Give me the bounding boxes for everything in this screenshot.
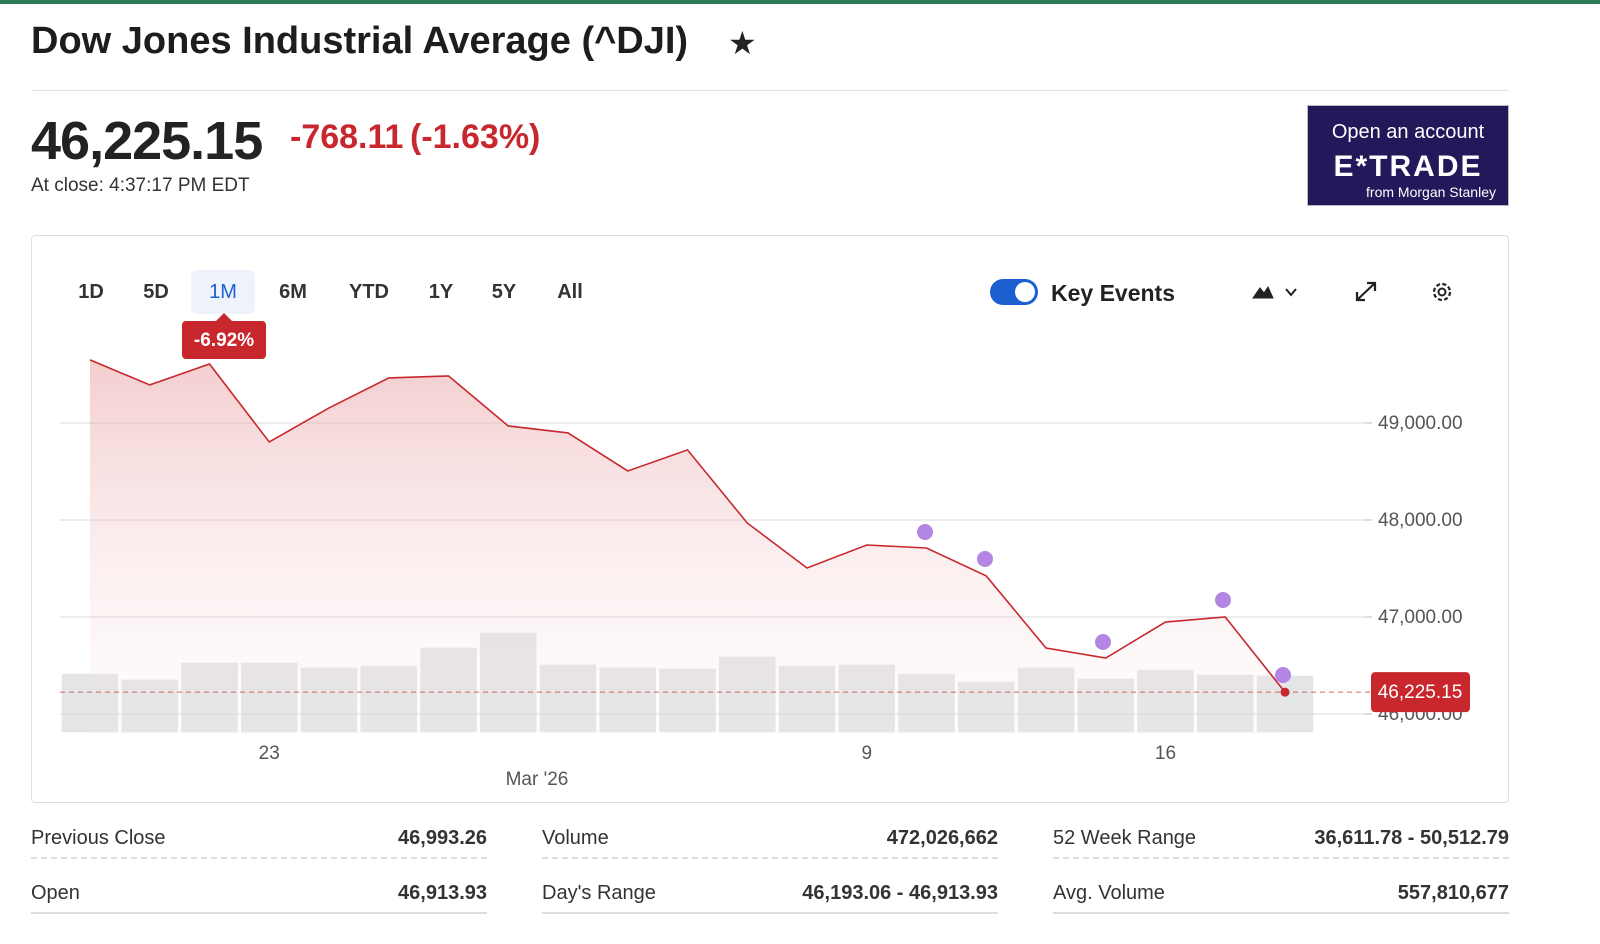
range-tab[interactable]: 6M [279, 281, 307, 303]
stat-value: 46,193.06 - 46,913.93 [802, 882, 998, 904]
y-tick-label: 49,000.00 [1378, 413, 1463, 434]
title: Dow Jones Industrial Average (^DJI) [31, 20, 689, 62]
label-layer: 23 9 16 Mar '26 46,225.15 -6.92% [60, 313, 1470, 790]
stat-divider [31, 857, 487, 859]
y-tick-label: 48,000.00 [1378, 510, 1463, 531]
stat-divider [31, 912, 487, 914]
x-tick-label: 23 [259, 743, 280, 764]
range-tab[interactable]: 5Y [491, 281, 517, 303]
expand-icon[interactable] [1355, 281, 1377, 302]
stat-value: 557,810,677 [1397, 882, 1509, 904]
stat-divider [1053, 912, 1509, 914]
key-events-label: Key Events [1051, 280, 1176, 306]
price: 46,225.15 [31, 111, 263, 171]
chevron[interactable] [1285, 288, 1297, 297]
key-event-marker[interactable] [917, 524, 933, 540]
stat-value: 46,993.26 [398, 827, 487, 849]
percent-change: (-1.63%) [410, 118, 541, 156]
range-tab[interactable]: 1M [191, 270, 255, 314]
change-badge-label: -6.92% [194, 330, 254, 351]
stat-value: 46,913.93 [398, 882, 487, 904]
x-period-label: Mar '26 [506, 769, 569, 790]
stat-divider [542, 912, 998, 914]
range-tab[interactable]: 1Y [428, 281, 454, 303]
key-event-marker[interactable] [977, 551, 993, 567]
stat-label: Open [31, 882, 80, 904]
price-line [89, 359, 1286, 693]
change-badge-pointer [216, 313, 232, 321]
key-event-marker[interactable] [1275, 667, 1291, 683]
settings-icon[interactable] [1432, 282, 1452, 302]
y-tick-label: 47,000.00 [1378, 607, 1463, 628]
stat-label: Day's Range [542, 882, 656, 904]
stat-divider [542, 857, 998, 859]
toggle-knob [1015, 282, 1035, 302]
range-tab[interactable]: YTD [349, 281, 389, 303]
settings-icon-center [1437, 287, 1447, 297]
last-price-badge [1371, 672, 1470, 713]
key-event-marker[interactable] [1095, 634, 1111, 650]
key-events-toggle[interactable] [990, 279, 1038, 305]
change-badge [182, 321, 266, 359]
ad[interactable]: Open an account E*TRADE from Morgan Stan… [1307, 105, 1509, 206]
key-events [917, 524, 1291, 683]
price-area [90, 359, 1285, 734]
last-price-dot [1280, 687, 1290, 697]
chart-icons [1252, 281, 1452, 302]
stat-label: Avg. Volume [1053, 882, 1165, 904]
divider [31, 90, 1509, 91]
ad-text: from Morgan Stanley [1366, 184, 1496, 200]
close-time: At close: 4:37:17 PM EDT [31, 175, 250, 196]
chart-type-icon[interactable] [1252, 285, 1274, 299]
range-tab[interactable]: 1D [78, 281, 104, 303]
stat-label: Volume [542, 827, 609, 849]
watchlist-star[interactable]: ★ [728, 25, 757, 61]
ad-brand: E*TRADE [1333, 150, 1483, 183]
stat-label: 52 Week Range [1053, 827, 1197, 849]
chart-panel [31, 235, 1509, 803]
stat-divider [1053, 857, 1509, 859]
range-tab[interactable]: All [557, 281, 583, 303]
key-event-marker[interactable] [1215, 592, 1231, 608]
last-price-label: 46,225.15 [1378, 682, 1463, 703]
stat-value: 36,611.78 - 50,512.79 [1314, 827, 1509, 849]
ad-text: Open an account [1331, 121, 1485, 143]
range-tab[interactable]: 5D [143, 281, 169, 303]
stat-label: Previous Close [31, 827, 166, 849]
x-tick-label: 9 [861, 743, 872, 764]
line-layer [89, 359, 1286, 734]
top-bar [0, 0, 1600, 4]
stat-value: 472,026,662 [886, 827, 998, 849]
price-change: -768.11 [290, 118, 404, 156]
x-tick-label: 16 [1155, 743, 1176, 764]
